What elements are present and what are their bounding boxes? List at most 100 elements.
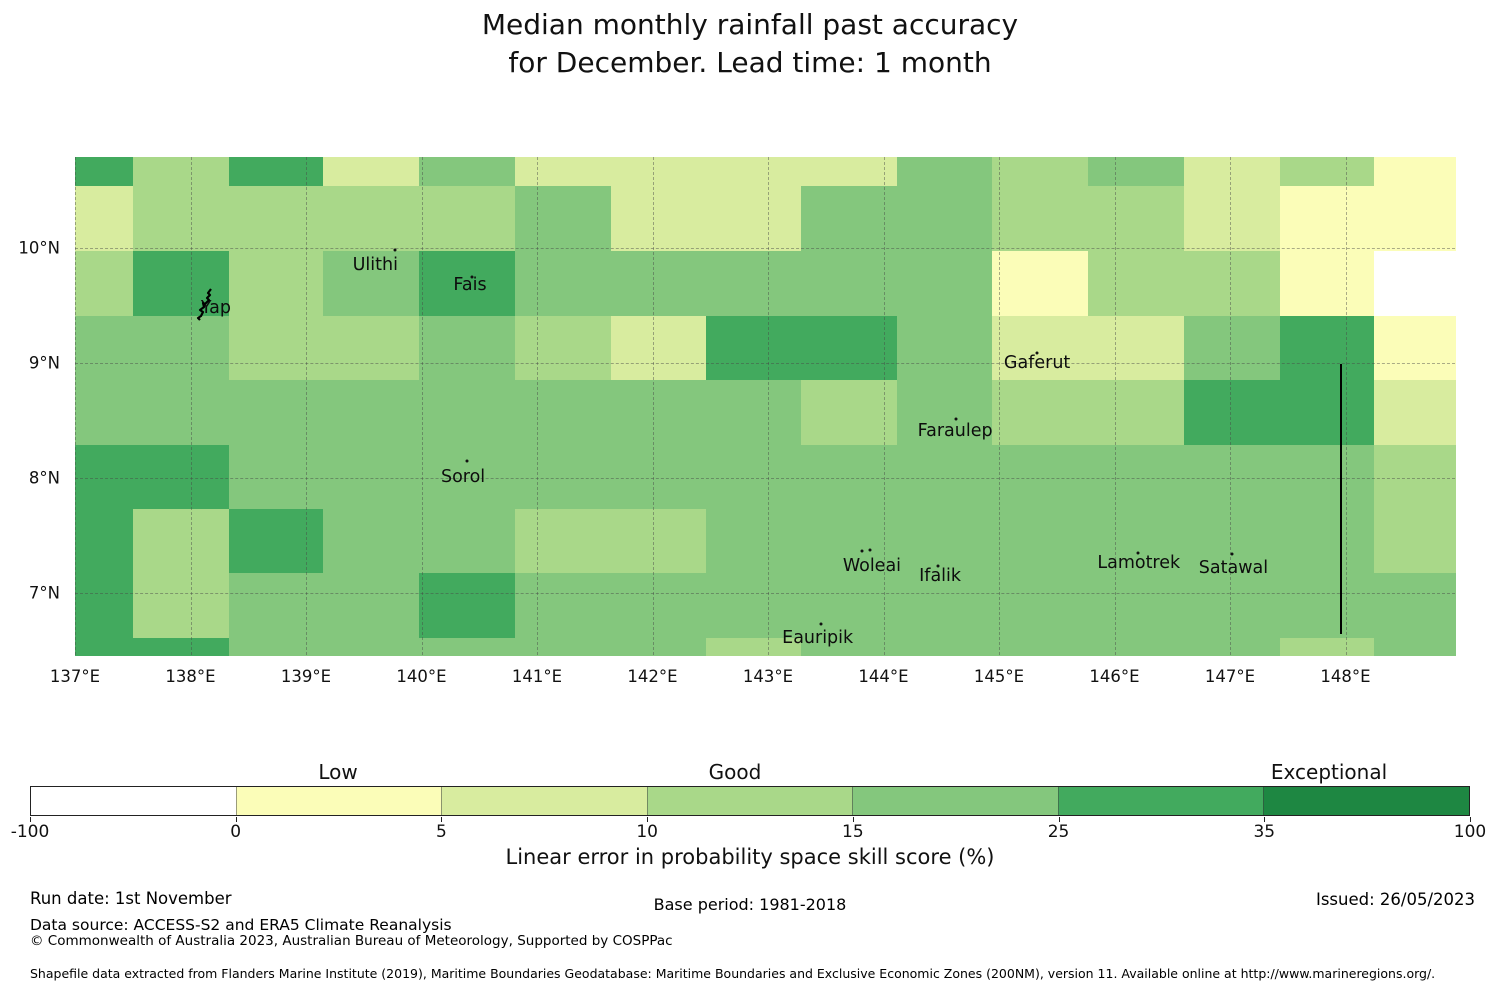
lon-gridline: [190, 157, 192, 655]
grid-cell: [1374, 251, 1456, 317]
lon-gridline: [537, 157, 538, 655]
island-marker-ifalik: [936, 564, 940, 568]
island-label-lamotrek: Lamotrek: [1097, 552, 1181, 573]
grid-cell: [1183, 637, 1281, 656]
colorbar-tick-label: 5: [436, 822, 447, 842]
grid-cell: [419, 637, 516, 656]
colorbar-tick: [30, 817, 31, 822]
grid-cell: [801, 185, 898, 252]
grid-cell: [1279, 157, 1375, 187]
grid-cell: [705, 637, 803, 656]
grid-cell: [705, 251, 803, 317]
lon-gridline: [306, 157, 307, 655]
grid-cell: [75, 157, 134, 187]
grid-cell: [992, 508, 1089, 574]
base-period-text: Base period: 1981-2018: [653, 895, 847, 914]
grid-cell: [515, 380, 612, 446]
island-marker-ulithi: [393, 248, 397, 252]
colorbar-category-label: Exceptional: [1270, 760, 1388, 784]
island-marker-fais: [470, 275, 474, 279]
grid-cell: [1087, 380, 1185, 446]
grid-cell: [132, 185, 230, 252]
grid-cell: [801, 251, 898, 317]
colorbar-segment: [31, 787, 236, 815]
grid-cell: [75, 444, 134, 510]
grid-cell: [705, 508, 803, 574]
grid-cell: [610, 444, 707, 510]
colorbar-segment: [1263, 787, 1470, 815]
grid-cell: [992, 315, 1089, 381]
colorbar-tick: [235, 817, 237, 822]
grid-cell: [1087, 251, 1185, 317]
grid-cell: [75, 380, 134, 446]
grid-cell: [1087, 637, 1185, 656]
grid-cell: [1087, 157, 1185, 187]
grid-cell: [1279, 573, 1375, 639]
x-tick-label: 144°E: [858, 667, 909, 686]
colorbar-tick-label: 0: [230, 822, 242, 842]
grid-cell: [992, 573, 1089, 639]
grid-cell: [132, 251, 230, 317]
y-tick-label: 9°N: [28, 353, 60, 373]
grid-cell: [610, 185, 707, 252]
colorbar-segment: [235, 787, 442, 815]
colorbar-tick: [852, 817, 854, 822]
grid-cell: [610, 315, 707, 381]
grid-cell: [1087, 444, 1185, 510]
grid-cell: [1183, 157, 1281, 187]
colorbar-tick-label: 35: [1253, 822, 1276, 842]
island-label-sorol: Sorol: [440, 466, 486, 487]
issued-date-text: Issued: 26/05/2023: [1315, 890, 1475, 909]
grid-cell: [1183, 573, 1281, 639]
island-label-faraulep: Faraulep: [917, 420, 993, 441]
colorbar-tick: [647, 817, 649, 822]
grid-cell: [228, 637, 324, 656]
island-marker-eauripik: [819, 622, 823, 626]
grid-cell: [419, 185, 516, 252]
grid-cell: [801, 573, 898, 639]
grid-cell: [132, 444, 230, 510]
colorbar-category-label: Low: [318, 760, 358, 784]
grid-cell: [132, 315, 230, 381]
island-label-satawal: Satawal: [1198, 557, 1269, 578]
island-label-gaferut: Gaferut: [1003, 352, 1071, 373]
grid-cell: [1374, 315, 1456, 381]
grid-cell: [1374, 573, 1456, 639]
grid-cell: [897, 380, 993, 446]
grid-cell: [992, 444, 1089, 510]
colorbar-tick-label: -100: [10, 822, 50, 842]
grid-cell: [132, 637, 230, 656]
lon-gridline: [768, 157, 769, 655]
grid-cell: [801, 315, 898, 381]
lon-gridline: [883, 157, 885, 655]
lon-gridline: [75, 157, 76, 655]
island-marker-woleai: [868, 548, 872, 552]
grid-cell: [419, 508, 516, 574]
lat-gridline: [75, 362, 1455, 364]
colorbar-tick-label: 25: [1047, 822, 1070, 842]
grid-cell: [323, 637, 420, 656]
grid-cell: [419, 573, 516, 639]
grid-cell: [801, 444, 898, 510]
grid-cell: [323, 251, 420, 317]
y-tick-label: 10°N: [18, 238, 60, 258]
grid-cell: [1183, 251, 1281, 317]
grid-cell: [1183, 508, 1281, 574]
colorbar-tick: [1470, 817, 1471, 822]
x-tick-label: 147°E: [1204, 667, 1256, 686]
x-tick-label: 139°E: [280, 667, 332, 686]
grid-cell: [228, 444, 324, 510]
grid-cell: [801, 380, 898, 446]
copyright-text: © Commonwealth of Australia 2023, Austra…: [30, 933, 673, 949]
grid-cell: [132, 157, 230, 187]
grid-cell: [323, 157, 420, 187]
plot-area: Yap Ulithi Fais Gaferut Faraulep Sorol Woleai I…: [75, 157, 1456, 656]
colorbar-tick-label: 100: [1453, 822, 1487, 842]
lat-gridline: [75, 247, 1455, 249]
x-tick-label: 142°E: [627, 667, 678, 686]
grid-cell: [515, 251, 612, 317]
x-tick-label: 143°E: [742, 667, 794, 686]
grid-cell: [897, 508, 993, 574]
grid-cell: [1183, 380, 1281, 446]
grid-cell: [228, 185, 324, 252]
